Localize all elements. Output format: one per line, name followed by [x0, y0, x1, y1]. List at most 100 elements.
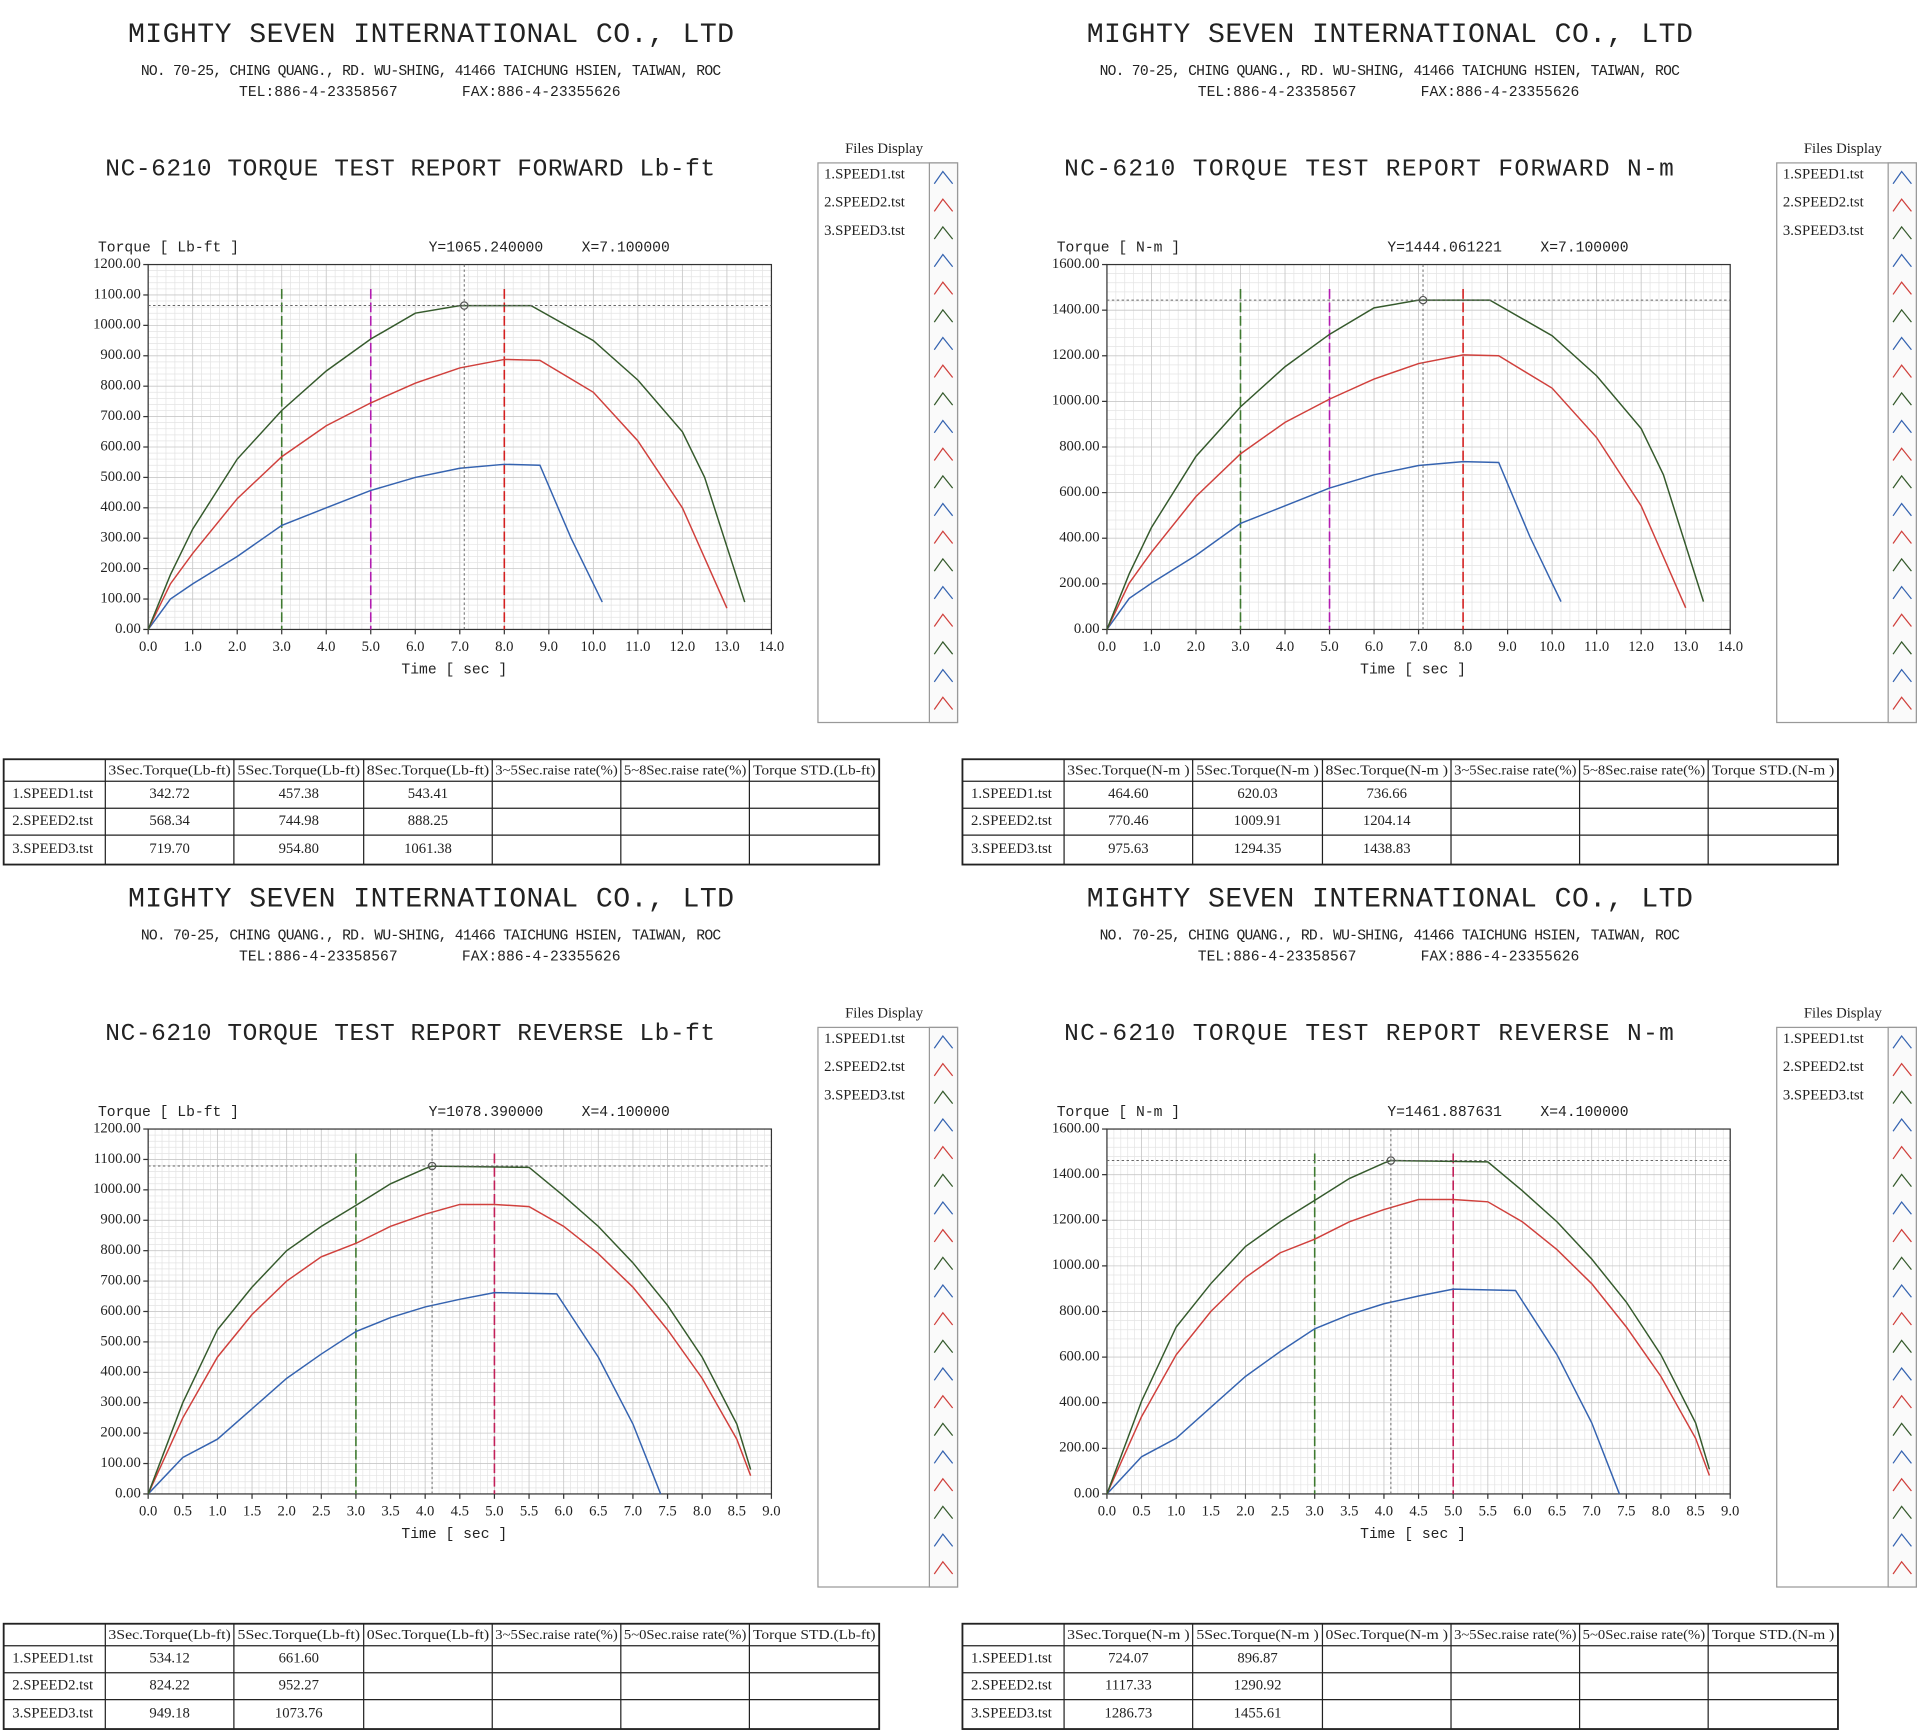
x-tick-label: 7.0 [1409, 639, 1427, 655]
table-header: 0Sec.Torque(N-m ) [1326, 1627, 1448, 1642]
plot-frame [1106, 1128, 1731, 1495]
file-icon [1892, 1117, 1912, 1132]
legend-entry: 3.SPEED3.tst [1783, 1087, 1864, 1103]
file-icon [933, 1228, 954, 1243]
file-icon [1892, 1228, 1912, 1243]
x-tick-label: 7.5 [658, 1504, 676, 1520]
y-tick-label: 600.00 [100, 1303, 140, 1319]
table-row-label: 1.SPEED1.tst [971, 786, 1052, 802]
table-frame [961, 1622, 1839, 1730]
table-row-label: 3.SPEED3.tst [971, 1706, 1052, 1722]
table-frame [2, 758, 881, 866]
file-icon [933, 1505, 954, 1520]
table-cell: 724.07 [1108, 1651, 1148, 1667]
y-tick-label: 100.00 [100, 590, 140, 606]
x-tick-label: 1.0 [208, 1504, 226, 1520]
file-icon [933, 530, 954, 544]
y-tick-label: 200.00 [100, 560, 140, 576]
report-title: NC-6210 TORQUE TEST REPORT FORWARD Lb-ft [105, 157, 715, 184]
x-tick-label: 5.0 [362, 639, 380, 655]
y-tick-label: 800.00 [1059, 438, 1099, 454]
table-cell: 1294.35 [1234, 841, 1282, 857]
file-icon [1892, 419, 1912, 434]
table-cell: 952.27 [279, 1678, 319, 1694]
legend-entry: 3.SPEED3.tst [824, 1087, 905, 1103]
company-tel: TEL:886-4-23358567 [1198, 949, 1357, 965]
table-header: 8Sec.Torque(Lb-ft) [367, 763, 489, 778]
table-cell: 1290.92 [1234, 1678, 1282, 1694]
files-display-title: Files Display [1804, 141, 1883, 157]
file-icon [933, 419, 954, 434]
torque-line [147, 463, 603, 630]
cursor-point [459, 301, 469, 310]
y-tick-label: 800.00 [100, 1242, 140, 1258]
file-icon [1892, 1339, 1912, 1354]
torque-line [147, 304, 746, 630]
file-icon [1892, 1090, 1912, 1104]
cursor-point [1386, 1156, 1396, 1165]
table-header: 5~8Sec.raise rate(%) [1583, 763, 1705, 778]
x-tick-label: 12.0 [1628, 639, 1654, 655]
company-tel: TEL:886-4-23358567 [1198, 85, 1357, 101]
file-icon [1892, 1533, 1912, 1547]
x-tick-label: 2.0 [1187, 639, 1205, 655]
x-tick-label: 3.0 [1231, 639, 1249, 655]
file-icon [1892, 1560, 1912, 1575]
torque-line [1106, 1288, 1621, 1495]
table-header: 3Sec.Torque(N-m ) [1067, 763, 1189, 778]
report-panel: MIGHTY SEVEN INTERNATIONAL CO., LTD NO. 7… [2, 20, 959, 866]
x-tick-label: 0.0 [139, 639, 157, 655]
report-panel: MIGHTY SEVEN INTERNATIONAL CO., LTD NO. 7… [961, 20, 1917, 866]
x-tick-label: 4.0 [416, 1504, 434, 1520]
file-icon [1892, 474, 1912, 489]
x-tick-label: 10.0 [1539, 639, 1565, 655]
file-icon [933, 1090, 954, 1104]
table-row-label: 2.SPEED2.tst [971, 1678, 1052, 1694]
table-row-label: 3.SPEED3.tst [971, 841, 1052, 857]
table-row-label: 2.SPEED2.tst [12, 813, 93, 829]
table-row-label: 1.SPEED1.tst [12, 786, 93, 802]
y-tick-label: 400.00 [100, 499, 140, 515]
table-row-label: 3.SPEED3.tst [12, 1706, 93, 1722]
file-icon [933, 308, 954, 323]
cursor-x-label: X=4.100000 [582, 1105, 670, 1121]
table-cell: 543.41 [408, 786, 448, 802]
torque-line [1106, 1198, 1711, 1495]
x-tick-label: 9.0 [1498, 639, 1516, 655]
table-row-label: 2.SPEED2.tst [971, 813, 1052, 829]
table-cell: 1204.14 [1363, 813, 1411, 829]
y-tick-label: 0.00 [1074, 621, 1100, 637]
y-tick-label: 1200.00 [1052, 347, 1100, 363]
file-icon [1892, 557, 1912, 572]
x-tick-label: 14.0 [759, 639, 785, 655]
file-icon [933, 557, 954, 572]
x-tick-label: 12.0 [670, 639, 696, 655]
y-tick-label: 300.00 [100, 530, 140, 546]
legend-entry: 3.SPEED3.tst [824, 223, 905, 239]
x-tick-label: 8.0 [1454, 639, 1472, 655]
x-tick-label: 8.0 [693, 1504, 711, 1520]
file-icon [933, 1422, 954, 1437]
company-name: MIGHTY SEVEN INTERNATIONAL CO., LTD [128, 20, 734, 51]
x-tick-label: 7.0 [624, 1504, 642, 1520]
cursor-y-label: Y=1065.240000 [429, 240, 544, 256]
company-fax: FAX:886-4-23355626 [1421, 85, 1580, 101]
table-cell: 719.70 [149, 841, 189, 857]
file-icon [1892, 281, 1912, 295]
x-tick-label: 2.5 [312, 1504, 330, 1520]
table-cell: 1009.91 [1234, 813, 1282, 829]
x-tick-label: 9.0 [762, 1504, 780, 1520]
table-cell: 1286.73 [1105, 1706, 1153, 1722]
torque-line [147, 1291, 662, 1495]
y-tick-label: 800.00 [1059, 1303, 1099, 1319]
y-tick-label: 1200.00 [93, 1120, 141, 1136]
company-address: NO. 70-25, CHING QUANG., RD. WU-SHING, 4… [141, 928, 722, 944]
legend-entry: 1.SPEED1.tst [1783, 1031, 1864, 1047]
file-icon [933, 198, 954, 212]
table-header: 3Sec.Torque(Lb-ft) [108, 1627, 230, 1642]
x-tick-label: 7.5 [1617, 1504, 1635, 1520]
table-header: Torque STD.(N-m ) [1712, 763, 1834, 778]
table-row-label: 2.SPEED2.tst [12, 1678, 93, 1694]
file-icon [1892, 696, 1912, 710]
table-header: 3~5Sec.raise rate(%) [1454, 763, 1576, 778]
